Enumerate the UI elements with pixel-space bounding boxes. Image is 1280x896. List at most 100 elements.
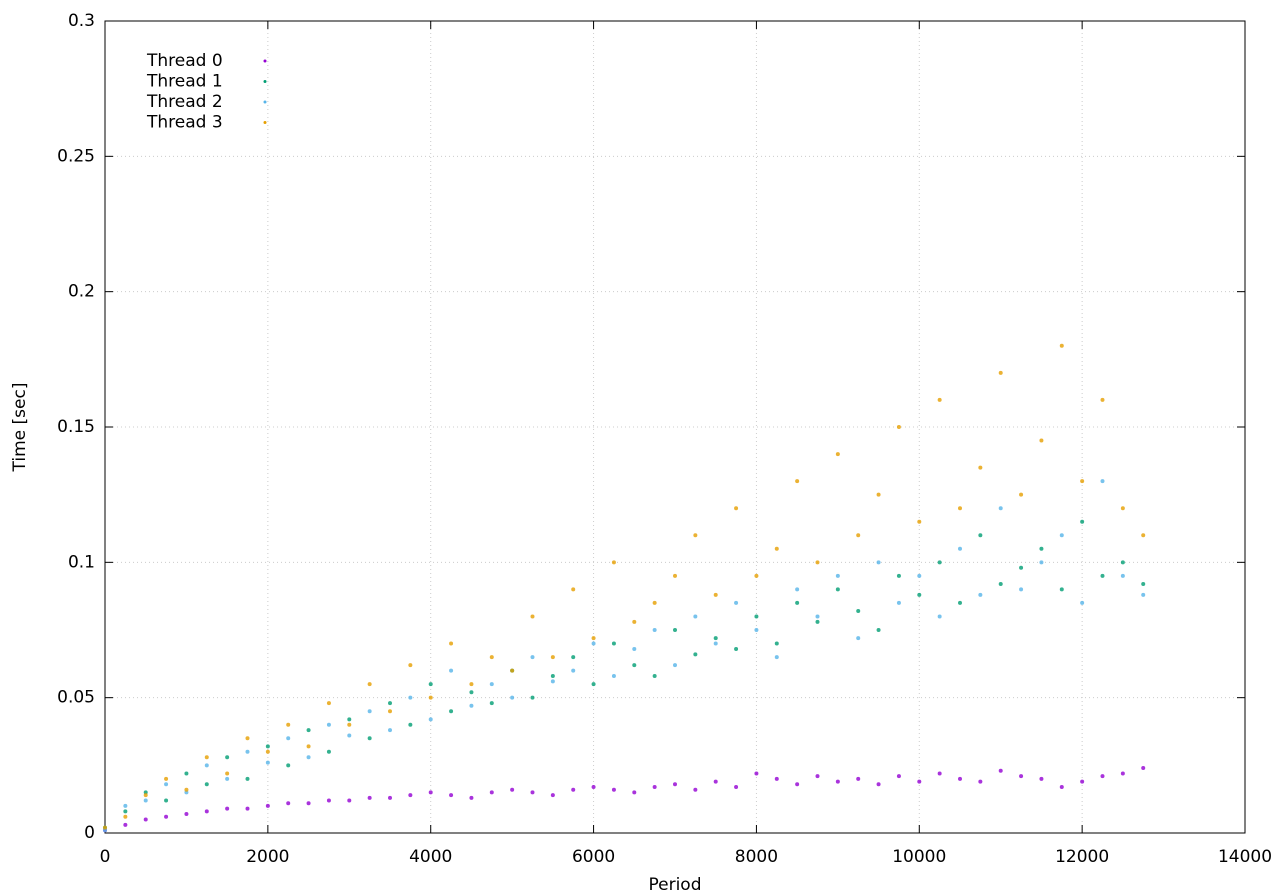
point (713, 592, 718, 597)
y-tick-label: 0.05 (57, 688, 95, 708)
point (204, 809, 209, 814)
point (1100, 397, 1105, 402)
point (510, 787, 515, 792)
x-axis-label: Period (648, 875, 701, 895)
point (734, 646, 739, 651)
point (958, 546, 962, 551)
point (876, 782, 881, 787)
point (123, 809, 128, 814)
point (388, 701, 392, 706)
point (1141, 581, 1146, 586)
x-tick-label: 8000 (735, 847, 778, 867)
point (998, 370, 1003, 375)
legend-marker (263, 121, 267, 124)
point (306, 801, 311, 806)
point (591, 641, 596, 646)
point (958, 506, 962, 511)
point (652, 784, 657, 789)
point (673, 573, 677, 578)
point (286, 763, 291, 768)
point (164, 798, 169, 803)
point (225, 806, 230, 811)
point (978, 592, 983, 597)
point (795, 600, 800, 605)
point (286, 801, 291, 806)
point (734, 506, 739, 511)
point (164, 776, 169, 781)
point (428, 695, 433, 700)
point (876, 492, 881, 497)
point (1019, 774, 1024, 779)
y-tick-label: 0.3 (68, 11, 95, 31)
point (734, 784, 739, 789)
point (856, 609, 861, 614)
legend-label: Thread 3 (146, 113, 223, 133)
point (1120, 560, 1125, 565)
point (1120, 771, 1125, 776)
point (611, 787, 616, 792)
point (184, 771, 189, 776)
point (469, 682, 474, 687)
point (795, 782, 800, 787)
point (917, 573, 922, 578)
point (489, 655, 494, 660)
y-axis-label: Time [sec] (10, 383, 30, 473)
point (245, 749, 250, 754)
point (367, 795, 372, 800)
point (286, 722, 291, 727)
x-tick-label: 10000 (892, 847, 946, 867)
point (184, 812, 189, 817)
point (225, 771, 230, 776)
point (550, 793, 555, 798)
point (408, 722, 413, 727)
point (347, 722, 352, 727)
point (510, 695, 515, 700)
y-tick-label: 0.15 (57, 417, 95, 437)
point (388, 709, 392, 714)
point (673, 628, 677, 632)
point (1141, 533, 1146, 538)
point (326, 722, 331, 727)
point (143, 817, 148, 822)
point (591, 682, 596, 687)
legend-label: Thread 2 (146, 92, 223, 112)
point (245, 776, 250, 781)
point (754, 573, 759, 578)
point (306, 755, 311, 760)
point (998, 506, 1003, 511)
point (917, 779, 922, 784)
point (978, 779, 983, 784)
x-tick-label: 12000 (1055, 847, 1109, 867)
point (713, 641, 718, 646)
point (1059, 533, 1064, 538)
point (856, 533, 861, 538)
x-tick-label: 2000 (246, 847, 289, 867)
y-tick-label: 0 (84, 823, 95, 843)
legend-marker (263, 100, 267, 104)
point (774, 655, 779, 660)
point (1059, 784, 1064, 789)
point (265, 744, 270, 749)
plot-frame (104, 20, 1246, 834)
point (774, 776, 779, 781)
point (917, 592, 922, 597)
point (225, 776, 230, 781)
point (1019, 492, 1024, 497)
point (998, 581, 1003, 586)
point (978, 533, 983, 538)
point (550, 674, 555, 679)
point (632, 790, 637, 795)
point (958, 600, 962, 605)
point (306, 728, 311, 733)
point (1059, 587, 1064, 592)
point (1080, 519, 1085, 524)
point (713, 779, 718, 784)
point (204, 782, 209, 787)
point (652, 628, 657, 632)
point (876, 560, 881, 565)
point (265, 803, 270, 808)
point (326, 798, 331, 803)
legend-marker (263, 59, 267, 63)
point (937, 771, 942, 776)
point (652, 674, 657, 679)
